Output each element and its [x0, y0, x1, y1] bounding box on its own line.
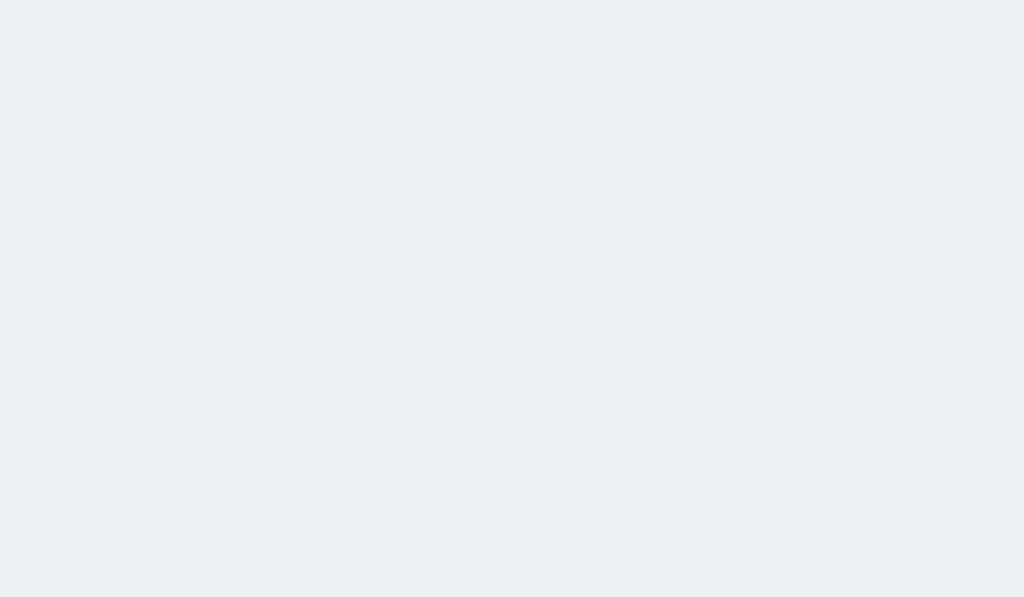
diagram-canvas: [0, 0, 1024, 597]
arrows-layer: [0, 0, 1024, 597]
